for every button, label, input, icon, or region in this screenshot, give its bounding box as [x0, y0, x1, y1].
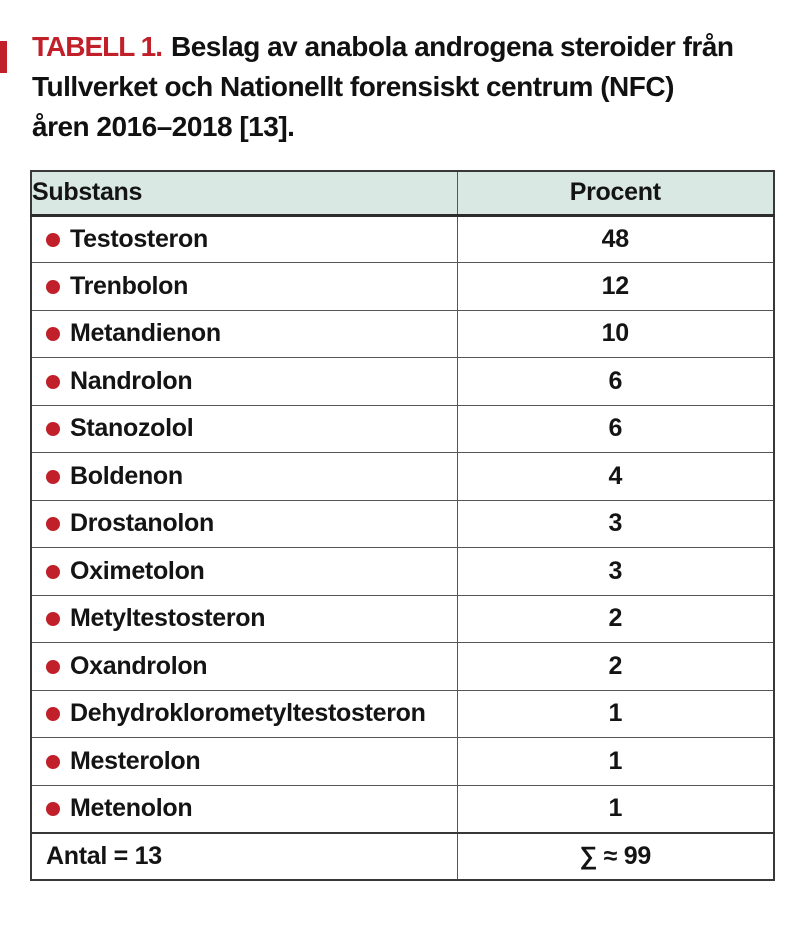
substance-bullet-icon: [46, 802, 60, 816]
substance-name: Testosteron: [70, 224, 208, 253]
percent-cell: 6: [456, 404, 775, 453]
table-caption: TABELL 1. Beslag av anabola androgena ste…: [32, 27, 798, 147]
substance-cell: Metenolon: [30, 784, 458, 833]
substance-cell: Dehydroklorometyltestosteron: [30, 689, 458, 738]
substance-name: Metandienon: [70, 319, 221, 348]
table-row: Dehydroklorometyltestosteron 1: [30, 689, 775, 738]
substance-cell: Trenbolon: [30, 262, 458, 311]
substance-cell: Stanozolol: [30, 404, 458, 453]
table-row: Metandienon 10: [30, 309, 775, 358]
substance-cell: Metyltestosteron: [30, 594, 458, 643]
row-count-cell: Antal = 13: [30, 831, 458, 881]
column-header-procent: Procent: [456, 170, 775, 217]
table-row: Oxandrolon 2: [30, 642, 775, 691]
table-row: Oximetolon 3: [30, 547, 775, 596]
substance-name: Mesterolon: [70, 746, 201, 775]
percent-cell: 2: [456, 642, 775, 691]
percent-cell: 12: [456, 262, 775, 311]
substance-cell: Oximetolon: [30, 547, 458, 596]
table-row: Boldenon 4: [30, 452, 775, 501]
percent-cell: 1: [456, 689, 775, 738]
percent-cell: 3: [456, 499, 775, 548]
table-row: Trenbolon 12: [30, 262, 775, 311]
caption-accent-bar: [0, 41, 7, 73]
caption-label: TABELL 1.: [32, 31, 163, 62]
substance-cell: Metandienon: [30, 309, 458, 358]
substance-cell: Boldenon: [30, 452, 458, 501]
substance-bullet-icon: [46, 327, 60, 342]
percent-cell: 1: [456, 784, 775, 833]
substance-bullet-icon: [46, 517, 60, 532]
substance-cell: Mesterolon: [30, 737, 458, 786]
substance-bullet-icon: [46, 279, 60, 294]
sum-cell: ∑ ≈ 99: [456, 831, 775, 881]
substance-bullet-icon: [46, 754, 60, 769]
substance-cell: Drostanolon: [30, 499, 458, 548]
substance-cell: Testosteron: [30, 214, 458, 263]
substance-name: Nandrolon: [70, 366, 193, 395]
header-row: Substans Procent: [30, 170, 775, 217]
substance-bullet-icon: [46, 564, 60, 579]
table-row: Mesterolon 1: [30, 737, 775, 786]
percent-cell: 48: [456, 214, 775, 263]
substance-name: Oxandrolon: [70, 651, 208, 680]
caption-text-3: åren 2016–2018 [13].: [32, 111, 295, 142]
substance-cell: Nandrolon: [30, 357, 458, 406]
caption-text-1: Beslag av anabola androgena steroider fr…: [170, 31, 734, 62]
percent-cell: 3: [456, 547, 775, 596]
substance-name: Metenolon: [70, 794, 193, 822]
substance-name: Dehydroklorometyltestosteron: [70, 699, 426, 728]
table-row: Metenolon 1: [30, 784, 775, 833]
footer-row: Antal = 13 ∑ ≈ 99: [30, 831, 775, 881]
substance-name: Boldenon: [70, 461, 183, 490]
substance-name: Metyltestosteron: [70, 604, 266, 633]
substance-bullet-icon: [46, 232, 60, 247]
substance-name: Oximetolon: [70, 556, 205, 585]
percent-cell: 6: [456, 357, 775, 406]
table-row: Stanozolol 6: [30, 404, 775, 453]
table-row: Metyltestosteron 2: [30, 594, 775, 643]
percent-cell: 10: [456, 309, 775, 358]
substance-table: Substans Procent Testosteron 48 Trenbolo…: [30, 170, 775, 881]
substance-name: Drostanolon: [70, 509, 214, 538]
substance-bullet-icon: [46, 659, 60, 674]
caption-text-2: Tullverket och Nationellt forensiskt cen…: [32, 71, 674, 102]
substance-name: Stanozolol: [70, 414, 194, 443]
percent-cell: 1: [456, 737, 775, 786]
substance-name: Trenbolon: [70, 271, 189, 300]
substance-bullet-icon: [46, 374, 60, 389]
column-header-substans: Substans: [30, 170, 458, 217]
table-row: Testosteron 48: [30, 214, 775, 263]
substance-bullet-icon: [46, 612, 60, 627]
substance-bullet-icon: [46, 469, 60, 484]
substance-cell: Oxandrolon: [30, 642, 458, 691]
table-row: Nandrolon 6: [30, 357, 775, 406]
percent-cell: 2: [456, 594, 775, 643]
substance-bullet-icon: [46, 707, 60, 722]
percent-cell: 4: [456, 452, 775, 501]
substance-bullet-icon: [46, 422, 60, 437]
table-row: Drostanolon 3: [30, 499, 775, 548]
caption-line: TABELL 1. Beslag av anabola androgena ste…: [32, 27, 798, 67]
